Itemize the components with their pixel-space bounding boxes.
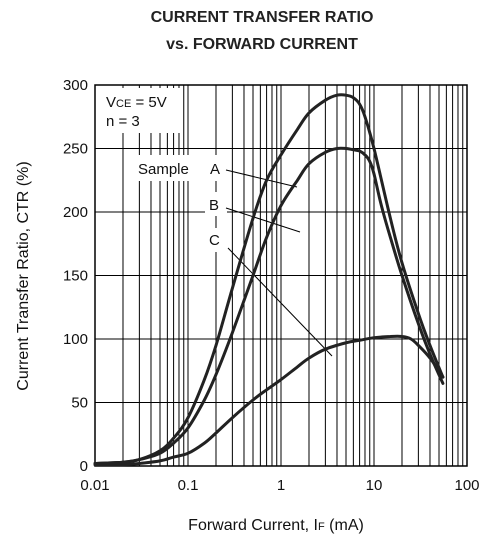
y-tick-label: 100: [63, 331, 88, 348]
condition-vce: VCE = 5V: [106, 94, 167, 111]
x-tick-label: 0.1: [178, 477, 199, 494]
y-tick-label: 0: [80, 458, 88, 475]
sample-label: Sample: [138, 161, 189, 178]
plot-frame: [94, 84, 468, 467]
series-c-label: C: [209, 232, 220, 249]
leader-line-c: [227, 247, 333, 357]
leader-line-a: [225, 169, 298, 188]
x-tick-label: 100: [454, 477, 479, 494]
curves: [93, 93, 445, 467]
y-axis-ticks: 0 50 100 150 200 250 300: [63, 77, 88, 475]
chart-title-line-1: CURRENT TRANSFER RATIO: [151, 9, 374, 26]
y-tick-label: 200: [63, 204, 88, 221]
series-c-line: [93, 334, 445, 467]
x-axis-label: Forward Current, IF (mA): [188, 517, 364, 534]
y-axis-label: Current Transfer Ratio, CTR (%): [15, 161, 32, 390]
series-a-label: A: [210, 161, 220, 178]
x-tick-label: 10: [366, 477, 383, 494]
x-tick-label: 1: [277, 477, 285, 494]
chart-title-line-2: vs. FORWARD CURRENT: [166, 36, 358, 53]
y-tick-label: 250: [63, 141, 88, 158]
condition-note-background: [100, 88, 228, 252]
y-tick-label: 300: [63, 77, 88, 94]
series-b-label: B: [209, 197, 219, 214]
y-tick-label: 50: [71, 395, 88, 412]
y-tick-label: 150: [63, 268, 88, 285]
chart-grid: [94, 84, 467, 467]
x-tick-label: 0.01: [80, 477, 109, 494]
x-axis-ticks: 0.01 0.1 1 10 100: [80, 477, 479, 494]
series-a-line: [93, 93, 445, 465]
series-b-line: [93, 146, 445, 465]
leader-line-b: [225, 207, 301, 233]
condition-n: n = 3: [106, 113, 140, 130]
